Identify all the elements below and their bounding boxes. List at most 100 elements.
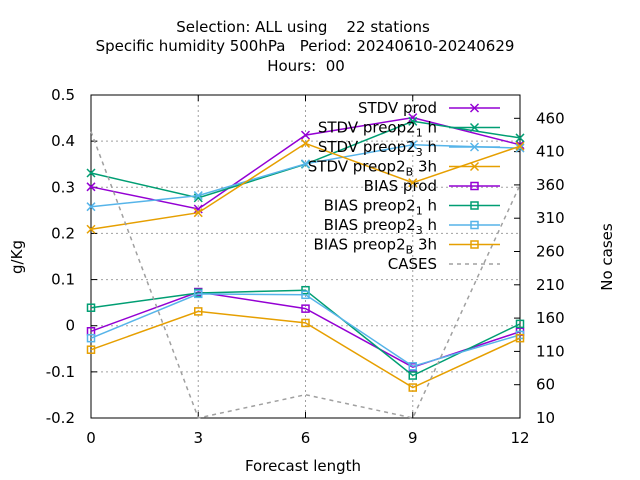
legend-item-4: BIAS prod: [364, 177, 500, 195]
data-point-stroke-b: [86, 182, 96, 192]
data-point: [515, 333, 525, 343]
x-tick-label: 0: [86, 429, 96, 447]
legend-item-7: BIAS preop2B 3h: [314, 236, 500, 257]
data-point: [408, 116, 418, 126]
y2-tick-label: 160: [536, 309, 565, 327]
y2-tick-label: 60: [536, 376, 555, 394]
series-1: [86, 116, 525, 203]
data-point: [86, 182, 96, 192]
y2-tick-label: 10: [536, 409, 555, 427]
legend-label: STDV preop23 h: [318, 138, 437, 159]
legend-marker: [470, 181, 479, 191]
y2-tick-label: 260: [536, 243, 565, 261]
legend-label: BIAS preop21 h: [324, 197, 437, 218]
legend-item-1: STDV preop21 h: [318, 119, 500, 140]
data-point: [408, 140, 418, 150]
y-tick-label: -0.1: [46, 363, 75, 381]
data-point-stroke-b: [300, 138, 311, 148]
legend-label: BIAS preop23 h: [324, 216, 437, 237]
data-point-stroke-b: [193, 204, 203, 214]
legend-item-2: STDV preop23 h: [318, 138, 500, 159]
legend-marker-stroke-b: [469, 122, 480, 133]
data-point: [515, 143, 525, 153]
y-tick-label: 0.4: [51, 132, 75, 150]
data-point: [408, 178, 418, 188]
series-7: [86, 307, 525, 392]
data-point-stroke-b: [193, 208, 203, 218]
data-point-stroke-b: [408, 116, 418, 126]
y-tick-label: -0.2: [46, 409, 75, 427]
data-point-stroke-b: [408, 140, 418, 150]
data-point: [515, 133, 525, 143]
data-point-stroke-b: [86, 224, 96, 234]
data-point: [408, 113, 418, 123]
data-point: [300, 130, 311, 140]
data-point: [194, 307, 203, 316]
y2-tick-label: 110: [536, 342, 565, 360]
y2-tick-label: 360: [536, 176, 565, 194]
y2-tick-label: 410: [536, 143, 565, 161]
data-point: [301, 318, 310, 328]
data-point: [301, 290, 310, 300]
data-point: [86, 224, 96, 234]
data-point-stroke-b: [515, 133, 525, 143]
x-tick-label: 9: [408, 429, 418, 447]
data-point: [194, 289, 203, 299]
legend-item-8: CASES: [388, 255, 500, 273]
legend-marker: [470, 201, 479, 210]
data-point: [300, 159, 311, 169]
data-point-stroke-b: [300, 159, 311, 169]
data-point-stroke-b: [515, 143, 525, 153]
y-axis-label: g/Kg: [8, 240, 26, 274]
series-line: [90, 131, 521, 419]
legend-marker: [470, 240, 479, 249]
chart-title: Selection: ALL using 22 stations Specifi…: [96, 18, 515, 75]
y-tick-label: 0.2: [51, 224, 75, 242]
data-point: [193, 191, 203, 201]
legend-label: STDV preop2B 3h: [308, 158, 437, 179]
y2-axis-label: No cases: [598, 223, 616, 291]
data-point-stroke-b: [86, 202, 96, 212]
legend-item-6: BIAS preop23 h: [324, 216, 500, 237]
legend-marker-stroke-b: [469, 161, 480, 172]
axes: 0 3 6 9 12 0.5 0.4 0.3 0.2 0.1 0 -0.1 -0.2 460 410 360 3…: [46, 86, 565, 447]
legend-marker: [469, 142, 480, 152]
data-point-stroke-b: [408, 178, 418, 188]
legend-marker: [470, 220, 479, 230]
series-line: [90, 293, 521, 368]
title-line-1: Selection: ALL using 22 stations: [176, 18, 430, 36]
data-point: [408, 371, 417, 380]
x-tick-label: 6: [301, 429, 311, 447]
y-tick-label: 0.1: [51, 271, 75, 289]
data-point: [515, 319, 525, 329]
y-tick-label: 0.3: [51, 178, 75, 196]
data-point: [408, 383, 417, 392]
data-point: [86, 168, 96, 178]
y2-tick-label: 310: [536, 209, 565, 227]
series-3: [86, 138, 525, 234]
legend-item-3: STDV preop2B 3h: [308, 158, 500, 179]
data-point: [301, 304, 310, 313]
y-tick-label: 0.5: [51, 86, 75, 104]
legend-marker-stroke-b: [469, 103, 480, 113]
data-point-stroke-b: [300, 130, 311, 140]
y2-tick-label: 460: [536, 109, 565, 127]
data-point: [193, 208, 203, 218]
data-point: [300, 138, 311, 148]
plot-frame: [90, 94, 521, 419]
data-point: [86, 333, 96, 343]
legend-marker: [469, 103, 480, 113]
series-2: [86, 140, 525, 212]
data-point: [408, 362, 417, 371]
data-point-stroke-b: [86, 168, 96, 178]
series-line: [90, 310, 521, 389]
legend-marker-stroke-b: [469, 142, 480, 152]
legend-marker: [469, 161, 480, 172]
series-line: [90, 289, 521, 377]
legend-item-5: BIAS preop21 h: [324, 197, 500, 218]
y-tick-label: 0: [65, 317, 75, 335]
title-line-2: Specific humidity 500hPa Period: 2024061…: [96, 37, 515, 55]
title-line-3: Hours: 00: [267, 57, 345, 75]
y2-tick-label: 210: [536, 276, 565, 294]
